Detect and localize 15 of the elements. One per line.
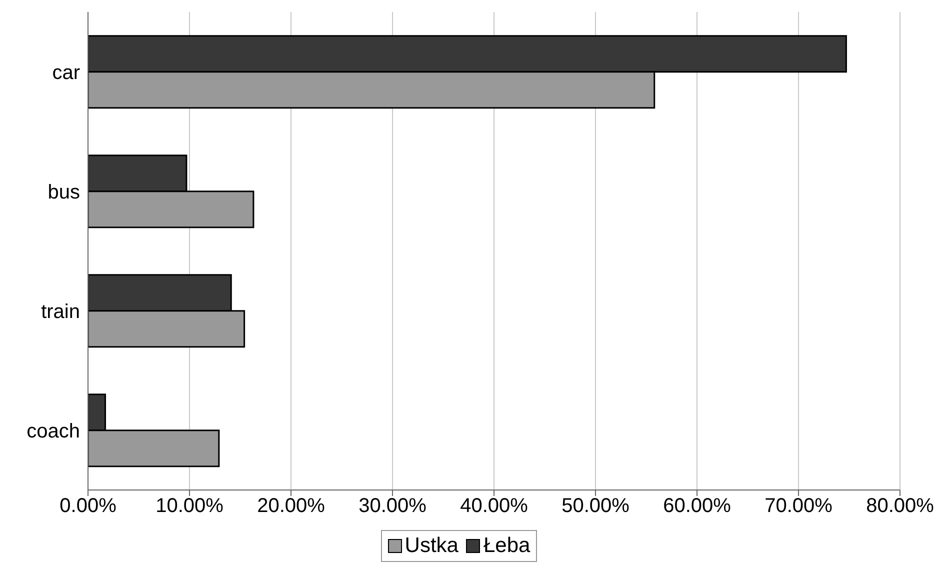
x-tick-label: 20.00%	[257, 495, 326, 518]
x-tick-label: 50.00%	[562, 495, 630, 518]
y-tick-label: coach	[26, 420, 80, 442]
legend-label: Ustka	[404, 534, 458, 558]
x-tick-label: 0.00%	[60, 495, 117, 518]
x-tick-label: 70.00%	[764, 495, 833, 518]
x-tick-label: 10.00%	[156, 495, 224, 518]
legend-label: Łeba	[482, 534, 530, 558]
x-tick-label: 40.00%	[460, 495, 528, 518]
y-tick-label: train	[41, 300, 80, 323]
x-tick-label: 80.00%	[866, 495, 934, 518]
y-tick-label: bus	[48, 181, 80, 204]
x-tick-label: 60.00%	[663, 495, 732, 518]
x-tick-label: 30.00%	[358, 495, 427, 518]
y-tick-label: car	[52, 62, 80, 84]
